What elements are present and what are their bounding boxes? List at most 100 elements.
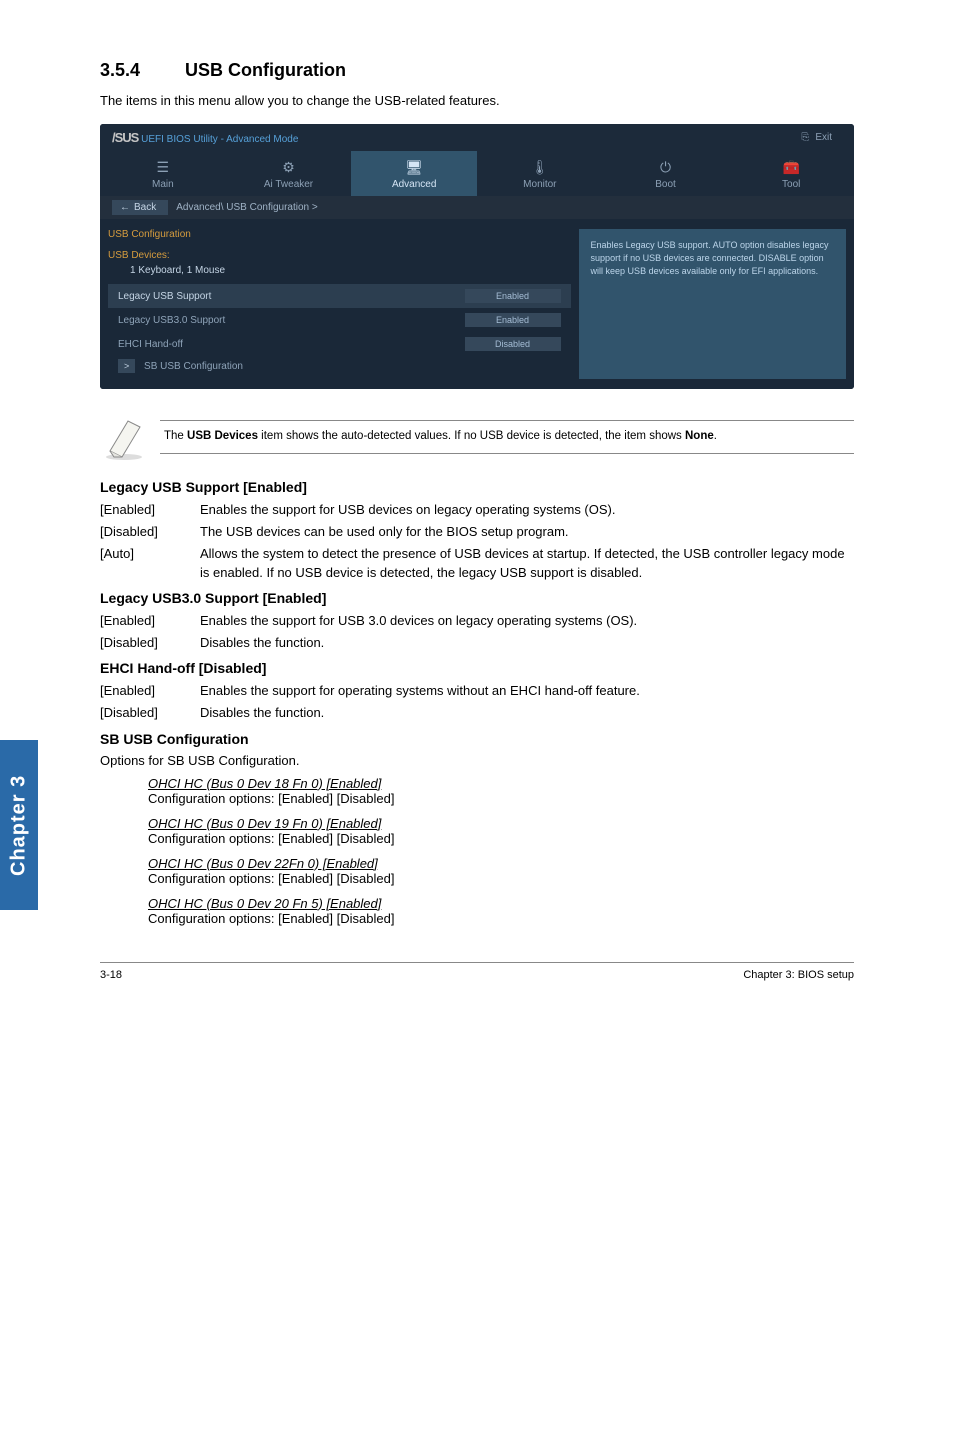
exit-icon: ⎘	[801, 132, 809, 143]
definition-key: [Disabled]	[100, 704, 200, 722]
tab-label: Tool	[728, 179, 854, 190]
bios-title-text: UEFI BIOS Utility - Advanced Mode	[141, 134, 298, 145]
breadcrumb-path: Advanced\ USB Configuration >	[176, 202, 317, 213]
definition-value: Enables the support for USB 3.0 devices …	[200, 612, 854, 630]
bios-setting-row[interactable]: Legacy USB3.0 Support Enabled	[108, 308, 571, 332]
sb-item-heading: OHCI HC (Bus 0 Dev 19 Fn 0) [Enabled]	[148, 816, 854, 831]
definition-key: [Enabled]	[100, 501, 200, 519]
definition-row: [Enabled]Enables the support for USB dev…	[100, 501, 854, 519]
usb-devices-label: USB Devices:	[108, 250, 571, 261]
bios-setting-row[interactable]: EHCI Hand-off Disabled	[108, 332, 571, 356]
section-title: USB Configuration	[185, 60, 346, 80]
sb-item-heading: OHCI HC (Bus 0 Dev 22Fn 0) [Enabled]	[148, 856, 854, 871]
definition-key: [Disabled]	[100, 523, 200, 541]
setting-heading: EHCI Hand-off [Disabled]	[100, 660, 854, 676]
tab-label: Boot	[603, 179, 729, 190]
sb-item-heading: OHCI HC (Bus 0 Dev 18 Fn 0) [Enabled]	[148, 776, 854, 791]
tab-monitor[interactable]: 🌡 Monitor	[477, 151, 603, 196]
page-footer: 3-18 Chapter 3: BIOS setup	[100, 962, 854, 981]
definition-value: Disables the function.	[200, 704, 854, 722]
definition-row: [Disabled]Disables the function.	[100, 634, 854, 652]
sb-list-item: OHCI HC (Bus 0 Dev 20 Fn 5) [Enabled]Con…	[148, 896, 854, 926]
tab-advanced[interactable]: 🖥 Advanced	[351, 151, 477, 196]
tab-icon: 🌡	[477, 159, 603, 175]
tab-label: Advanced	[351, 179, 477, 190]
section-number: 3.5.4	[100, 60, 180, 81]
sb-item-heading: OHCI HC (Bus 0 Dev 20 Fn 5) [Enabled]	[148, 896, 854, 911]
exit-button[interactable]: ⎘ Exit	[791, 130, 842, 145]
setting-heading: Legacy USB Support [Enabled]	[100, 479, 854, 495]
sb-item-desc: Configuration options: [Enabled] [Disabl…	[148, 791, 854, 806]
sb-list-item: OHCI HC (Bus 0 Dev 19 Fn 0) [Enabled]Con…	[148, 816, 854, 846]
tab-main[interactable]: ☰ Main	[100, 151, 226, 196]
tab-label: Ai Tweaker	[226, 179, 352, 190]
exit-label: Exit	[815, 132, 832, 143]
sb-item-desc: Configuration options: [Enabled] [Disabl…	[148, 911, 854, 926]
bios-main-panel: USB Configuration USB Devices: 1 Keyboar…	[108, 229, 571, 379]
tab-icon: ☰	[100, 159, 226, 175]
definition-value: Enables the support for operating system…	[200, 682, 854, 700]
sb-usb-config-label: SB USB Configuration	[144, 361, 243, 372]
tab-ai-tweaker[interactable]: ⚙ Ai Tweaker	[226, 151, 352, 196]
setting-label: Legacy USB Support	[118, 291, 211, 302]
definition-key: [Auto]	[100, 545, 200, 581]
footer-chapter: Chapter 3: BIOS setup	[743, 969, 854, 981]
definition-value: The USB devices can be used only for the…	[200, 523, 854, 541]
back-button[interactable]: ← Back	[112, 200, 168, 215]
bios-screenshot: /SUS UEFI BIOS Utility - Advanced Mode ⎘…	[100, 124, 854, 389]
sb-config-list: OHCI HC (Bus 0 Dev 18 Fn 0) [Enabled]Con…	[100, 776, 854, 926]
setting-value[interactable]: Enabled	[465, 313, 561, 327]
setting-value[interactable]: Enabled	[465, 289, 561, 303]
tab-icon: ⚙	[226, 159, 352, 175]
setting-value[interactable]: Disabled	[465, 337, 561, 351]
usb-devices-value: 1 Keyboard, 1 Mouse	[108, 265, 571, 276]
definition-row: [Auto]Allows the system to detect the pr…	[100, 545, 854, 581]
section-heading: 3.5.4 USB Configuration	[100, 60, 854, 81]
bios-setting-row[interactable]: Legacy USB Support Enabled	[108, 284, 571, 308]
back-arrow-icon: ←	[120, 202, 130, 213]
definition-row: [Disabled]Disables the function.	[100, 704, 854, 722]
definition-key: [Enabled]	[100, 612, 200, 630]
definition-row: [Enabled]Enables the support for USB 3.0…	[100, 612, 854, 630]
definition-row: [Enabled]Enables the support for operati…	[100, 682, 854, 700]
submenu-indicator-icon: >	[118, 359, 135, 373]
sb-list-item: OHCI HC (Bus 0 Dev 18 Fn 0) [Enabled]Con…	[148, 776, 854, 806]
note-box: The USB Devices item shows the auto-dete…	[100, 413, 854, 461]
back-label: Back	[134, 202, 156, 213]
sb-item-desc: Configuration options: [Enabled] [Disabl…	[148, 831, 854, 846]
setting-heading: Legacy USB3.0 Support [Enabled]	[100, 590, 854, 606]
sb-item-desc: Configuration options: [Enabled] [Disabl…	[148, 871, 854, 886]
definition-row: [Disabled]The USB devices can be used on…	[100, 523, 854, 541]
definition-value: Allows the system to detect the presence…	[200, 545, 854, 581]
setting-label: Legacy USB3.0 Support	[118, 315, 225, 326]
definition-key: [Disabled]	[100, 634, 200, 652]
tab-icon: 🖥	[351, 159, 477, 175]
sb-config-heading: SB USB Configuration	[100, 731, 854, 747]
tab-label: Monitor	[477, 179, 603, 190]
chapter-tab: Chapter 3	[0, 740, 38, 910]
note-text: The USB Devices item shows the auto-dete…	[160, 420, 854, 454]
breadcrumb: ← Back Advanced\ USB Configuration >	[100, 196, 854, 219]
brand-logo: /SUS	[112, 130, 138, 145]
bios-tabs: ☰ Main⚙ Ai Tweaker 🖥 Advanced🌡 Monitor⏻ Boot 🧰 T…	[100, 151, 854, 196]
sb-config-subtitle: Options for SB USB Configuration.	[100, 753, 854, 768]
tab-label: Main	[100, 179, 226, 190]
note-icon	[100, 413, 148, 461]
intro-text: The items in this menu allow you to chan…	[100, 93, 854, 108]
tab-icon: ⏻	[603, 159, 729, 175]
bios-body: USB Configuration USB Devices: 1 Keyboar…	[100, 219, 854, 389]
tab-tool[interactable]: 🧰 Tool	[728, 151, 854, 196]
bios-main-heading: USB Configuration	[108, 229, 571, 240]
bios-titlebar: /SUS UEFI BIOS Utility - Advanced Mode ⎘…	[100, 124, 854, 151]
definition-value: Disables the function.	[200, 634, 854, 652]
bios-help-panel: Enables Legacy USB support. AUTO option …	[579, 229, 846, 379]
page-number: 3-18	[100, 969, 122, 981]
sb-list-item: OHCI HC (Bus 0 Dev 22Fn 0) [Enabled]Conf…	[148, 856, 854, 886]
tab-boot[interactable]: ⏻ Boot	[603, 151, 729, 196]
setting-label: EHCI Hand-off	[118, 339, 183, 350]
definition-value: Enables the support for USB devices on l…	[200, 501, 854, 519]
tab-icon: 🧰	[728, 159, 854, 175]
sb-usb-config-row[interactable]: > SB USB Configuration	[108, 356, 571, 377]
bios-title: /SUS UEFI BIOS Utility - Advanced Mode	[112, 130, 298, 145]
definition-key: [Enabled]	[100, 682, 200, 700]
